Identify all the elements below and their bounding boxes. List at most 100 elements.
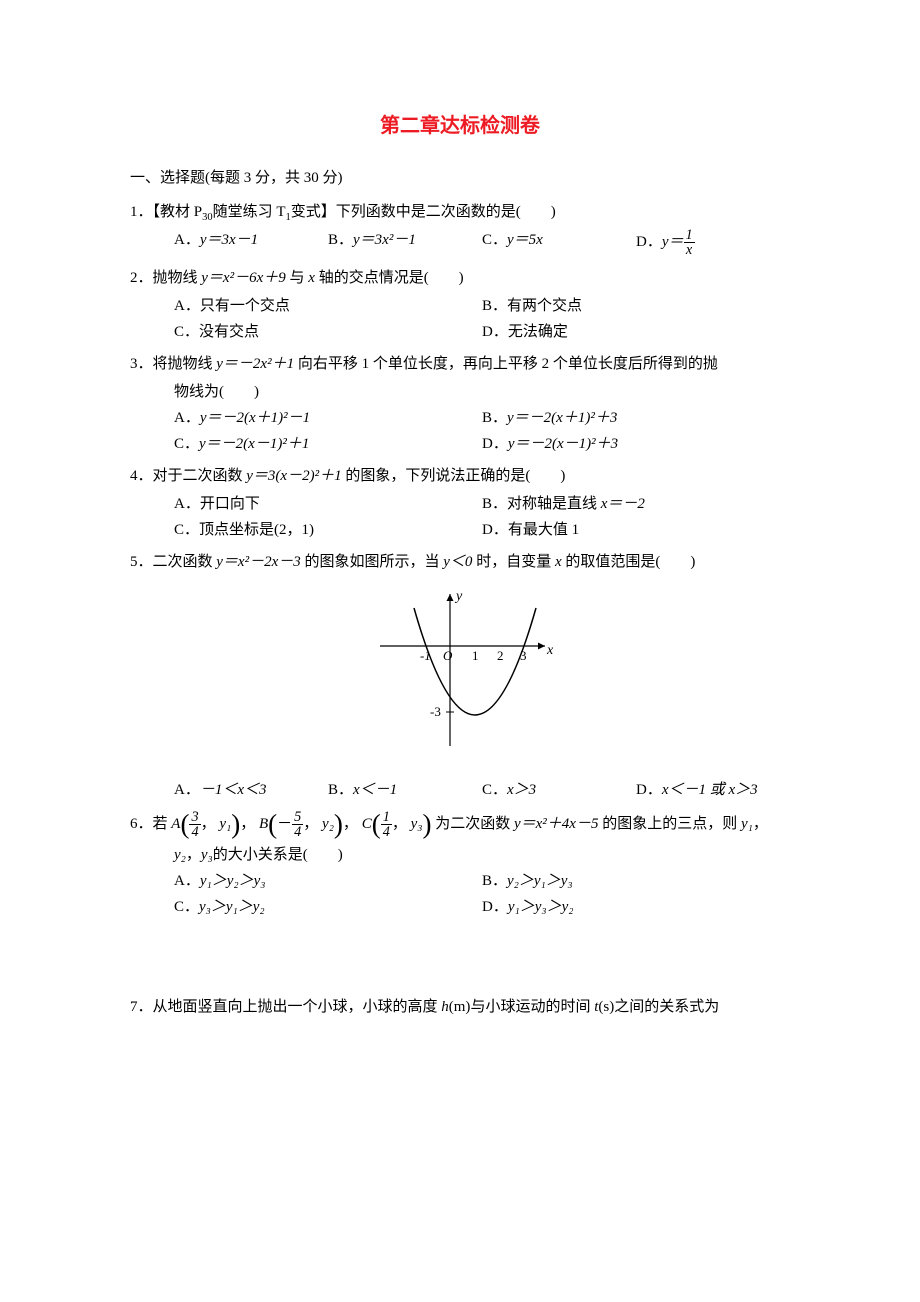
q6-Cy: y₃ bbox=[411, 816, 423, 832]
q6-l2b: ， bbox=[186, 847, 201, 863]
q5-options: A．－1＜x＜3 B．x＜－1 C．x＞3 D．x＜－1 或 x＞3 bbox=[130, 778, 790, 802]
q5-cond: y＜0 bbox=[443, 554, 472, 570]
q6-B: B bbox=[259, 816, 268, 832]
q6-opt-b: B．y₂＞y₁＞y₃ bbox=[482, 869, 790, 893]
q6-s2b: ， bbox=[343, 816, 358, 832]
q1-stem-c: 变式】下列函数中是二次函数的是( ) bbox=[291, 204, 556, 220]
q6-s1b: ， bbox=[240, 816, 255, 832]
q2-expr: y＝x²－6x＋9 bbox=[201, 270, 285, 286]
q5-expr: y＝x²－2x－3 bbox=[216, 554, 300, 570]
svg-text:-3: -3 bbox=[430, 704, 441, 719]
q4-opt-b: B．对称轴是直线 x＝－2 bbox=[482, 492, 790, 516]
q2-opt-b: B．有两个交点 bbox=[482, 294, 790, 318]
q3-opt-d: D．y＝－2(x－1)²＋3 bbox=[482, 432, 790, 456]
q2-stem-b: 与 x 轴的交点情况是( ) bbox=[286, 270, 464, 286]
q6-lp3: ( bbox=[372, 815, 381, 834]
q6-oc-e: y₃＞y₁＞y₂ bbox=[199, 899, 265, 915]
q3-a-e: y＝－2(x＋1)²－1 bbox=[200, 410, 310, 426]
q5-figure: -1 O 1 2 3 -3 x y bbox=[130, 586, 790, 764]
q6-Cn: 1 bbox=[381, 810, 392, 825]
q7-s1: 7．从地面竖直向上抛出一个小球，小球的高度 bbox=[130, 999, 441, 1015]
q3-row2: C．y＝－2(x－1)²＋1 D．y＝－2(x－1)²＋3 bbox=[130, 432, 790, 456]
q5-d-l: D． bbox=[636, 782, 662, 798]
svg-text:x: x bbox=[546, 643, 554, 658]
q7-us: (s) bbox=[598, 999, 614, 1015]
q6-s1: ， bbox=[201, 816, 216, 832]
q5-s2: 的图象如图所示，当 bbox=[301, 554, 444, 570]
q7-tail: 之间的关系式为 bbox=[614, 999, 719, 1015]
q6-p1: 6．若 bbox=[130, 816, 171, 832]
q3-opt-a: A．y＝－2(x＋1)²－1 bbox=[174, 406, 482, 430]
q5-b-l: B． bbox=[328, 782, 353, 798]
q4-row1: A．开口向下 B．对称轴是直线 x＝－2 bbox=[130, 492, 790, 516]
q6-Ad: 4 bbox=[189, 825, 200, 839]
section-1-header: 一、选择题(每题 3 分，共 30 分) bbox=[130, 166, 790, 190]
question-1: 1．【教材 P30随堂练习 T1变式】下列函数中是二次函数的是( ) A．y＝3… bbox=[130, 200, 790, 258]
q1-a-expr: y＝3x－1 bbox=[200, 232, 258, 248]
q6-By: y₂ bbox=[322, 816, 334, 832]
q6-oa-e: y₁＞y₂＞y₃ bbox=[200, 873, 266, 889]
q4-opt-c: C．顶点坐标是(2，1) bbox=[174, 518, 482, 542]
q2-row2: C．没有交点 D．无法确定 bbox=[130, 320, 790, 344]
q6-row2: C．y₃＞y₁＞y₂ D．y₁＞y₃＞y₂ bbox=[130, 895, 790, 919]
svg-text:2: 2 bbox=[497, 648, 504, 663]
q6-opt-a: A．y₁＞y₂＞y₃ bbox=[174, 869, 482, 893]
svg-text:-1: -1 bbox=[420, 648, 431, 663]
q3-opt-c: C．y＝－2(x－1)²＋1 bbox=[174, 432, 482, 456]
q2-stem: 2．抛物线 y＝x²－6x＋9 与 x 轴的交点情况是( ) bbox=[130, 266, 790, 290]
q5-c-l: C． bbox=[482, 782, 507, 798]
q3-c-l: C． bbox=[174, 436, 199, 452]
q1-opt-d: D．y＝1x bbox=[636, 228, 790, 258]
q6-s3: ， bbox=[392, 816, 407, 832]
q5-stem: 5．二次函数 y＝x²－2x－3 的图象如图所示，当 y＜0 时，自变量 x 的… bbox=[130, 550, 790, 574]
q1-sub1: 30 bbox=[202, 212, 213, 223]
q6-od-e: y₁＞y₃＞y₂ bbox=[508, 899, 574, 915]
q2-stem-a: 2．抛物线 bbox=[130, 270, 201, 286]
q3-c-e: y＝－2(x－1)²＋1 bbox=[199, 436, 309, 452]
q4-s1: 4．对于二次函数 bbox=[130, 468, 246, 484]
page-title: 第二章达标检测卷 bbox=[130, 110, 790, 142]
q4-opt-a: A．开口向下 bbox=[174, 492, 482, 516]
q6-lp2: ( bbox=[268, 815, 277, 834]
q6-A: A bbox=[171, 816, 180, 832]
q6-Cd: 4 bbox=[381, 825, 392, 839]
q5-s4: 的取值范围是( ) bbox=[562, 554, 696, 570]
q3-opt-b: B．y＝－2(x＋1)²＋3 bbox=[482, 406, 790, 430]
q7-mid: 与小球运动的时间 bbox=[470, 999, 594, 1015]
q6-stem: 6．若 A(34， y₁)， B(－54， y₂)， C(14， y₃) 为二次… bbox=[130, 810, 790, 840]
q3-a-l: A． bbox=[174, 410, 200, 426]
q6-rp1: ) bbox=[231, 815, 240, 834]
q2-opt-a: A．只有一个交点 bbox=[174, 294, 482, 318]
q6-row1: A．y₁＞y₂＞y₃ B．y₂＞y₁＞y₃ bbox=[130, 869, 790, 893]
q6-neg: － bbox=[277, 816, 292, 832]
q5-opt-b: B．x＜－1 bbox=[328, 778, 482, 802]
q6-mid: 为二次函数 bbox=[435, 816, 514, 832]
q4-stem: 4．对于二次函数 y＝3(x－2)²＋1 的图象，下列说法正确的是( ) bbox=[130, 464, 790, 488]
q1-d-pre: y＝ bbox=[662, 234, 684, 250]
q1-opt-a: A．y＝3x－1 bbox=[174, 228, 328, 258]
q2-opt-c: C．没有交点 bbox=[174, 320, 482, 344]
q3-row1: A．y＝－2(x＋1)²－1 B．y＝－2(x＋1)²＋3 bbox=[130, 406, 790, 430]
q1-c-label: C． bbox=[482, 232, 507, 248]
q5-c-e: x＞3 bbox=[507, 782, 536, 798]
svg-text:O: O bbox=[443, 648, 453, 663]
q6-Bn: 5 bbox=[292, 810, 303, 825]
q3-d-l: D． bbox=[482, 436, 508, 452]
q6-expr: y＝x²＋4x－5 bbox=[514, 816, 598, 832]
q4-expr: y＝3(x－2)²＋1 bbox=[246, 468, 341, 484]
q6-Bf: 54 bbox=[292, 810, 303, 840]
question-4: 4．对于二次函数 y＝3(x－2)²＋1 的图象，下列说法正确的是( ) A．开… bbox=[130, 464, 790, 542]
q1-a-label: A． bbox=[174, 232, 200, 248]
q6-Af: 34 bbox=[189, 810, 200, 840]
q4-opt-d: D．有最大值 1 bbox=[482, 518, 790, 542]
q3-d-e: y＝－2(x－1)²＋3 bbox=[508, 436, 618, 452]
question-2: 2．抛物线 y＝x²－6x＋9 与 x 轴的交点情况是( ) A．只有一个交点 … bbox=[130, 266, 790, 344]
svg-text:1: 1 bbox=[472, 648, 479, 663]
q1-stem-b: 随堂练习 T bbox=[213, 204, 286, 220]
svg-text:y: y bbox=[454, 589, 463, 604]
q4-b-e: x＝－2 bbox=[601, 496, 645, 512]
q6-l2d: 的大小关系是( ) bbox=[213, 847, 343, 863]
q3-b-e: y＝－2(x＋1)²＋3 bbox=[507, 410, 617, 426]
q1-d-label: D． bbox=[636, 234, 662, 250]
q5-x: x bbox=[555, 554, 562, 570]
